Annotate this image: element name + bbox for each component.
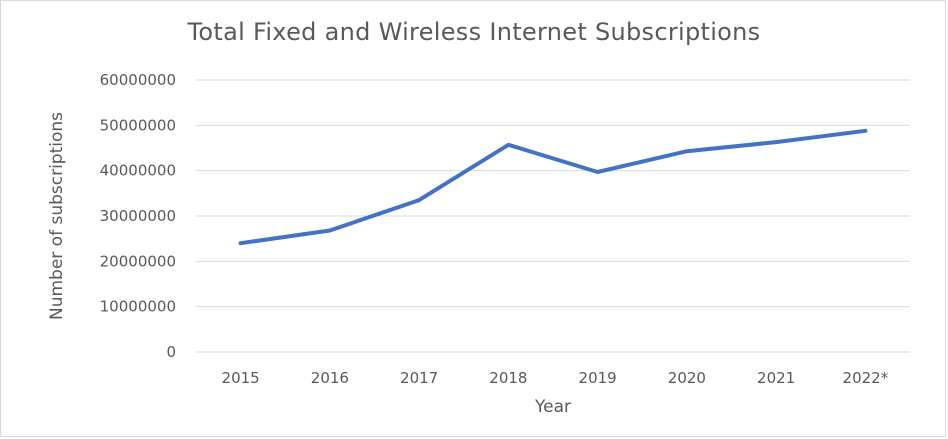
x-tick-label: 2016 [311, 369, 349, 387]
y-tick-label: 0 [166, 343, 176, 361]
y-tick-label: 20000000 [100, 252, 176, 270]
y-tick-label: 40000000 [100, 162, 176, 180]
x-tick-label: 2017 [400, 369, 438, 387]
x-tick-label: 2021 [757, 369, 795, 387]
x-axis-title: Year [534, 397, 571, 417]
y-tick-label: 50000000 [100, 116, 176, 134]
x-tick-label: 2018 [489, 369, 527, 387]
x-tick-label: 2020 [668, 369, 706, 387]
y-axis-title: Number of subscriptions [47, 112, 67, 320]
series-lines [238, 128, 868, 246]
y-tick-label: 30000000 [100, 207, 176, 225]
x-tick-label: 2015 [222, 369, 260, 387]
series-line [238, 128, 868, 246]
gridlines [196, 79, 910, 353]
y-tick-labels: 0 10000000 20000000 30000000 40000000 5000000… [100, 71, 176, 361]
x-tick-label: 2019 [579, 369, 617, 387]
x-tick-labels: 2015 2016 2017 2018 2019 2020 2021 2022* [222, 369, 889, 387]
x-tick-label: 2022* [843, 369, 889, 387]
y-tick-label: 60000000 [100, 71, 176, 89]
chart-title: Total Fixed and Wireless Internet Subscr… [187, 18, 761, 46]
y-tick-label: 10000000 [100, 298, 176, 316]
